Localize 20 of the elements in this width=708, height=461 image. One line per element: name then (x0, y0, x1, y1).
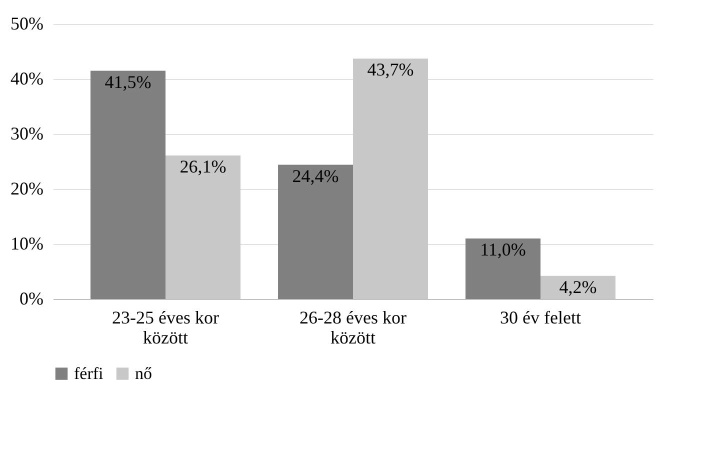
legend-label: nő (135, 364, 152, 383)
y-tick-label: 40% (10, 68, 44, 88)
data-label: 4,2% (559, 276, 597, 297)
y-tick-label: 50% (10, 14, 44, 34)
bar (90, 70, 166, 299)
bar (466, 238, 540, 299)
data-label: 24,4% (292, 166, 339, 186)
bar (278, 164, 353, 299)
y-tick-label: 10% (10, 234, 44, 254)
x-tick-label: 23-25 éves kor között (112, 308, 219, 348)
legend-label: férfi (74, 364, 104, 383)
y-tick-label: 30% (10, 124, 44, 144)
y-tick-label: 20% (10, 178, 44, 198)
x-tick-label: 30 év felett (500, 308, 581, 328)
data-label: 11,0% (480, 240, 526, 260)
data-label: 26,1% (180, 156, 226, 176)
x-tick-label: 26-28 éves kor között (300, 308, 406, 348)
y-tick-label: 0% (20, 288, 44, 308)
data-label: 41,5% (104, 72, 152, 92)
data-label: 43,7% (367, 60, 414, 80)
